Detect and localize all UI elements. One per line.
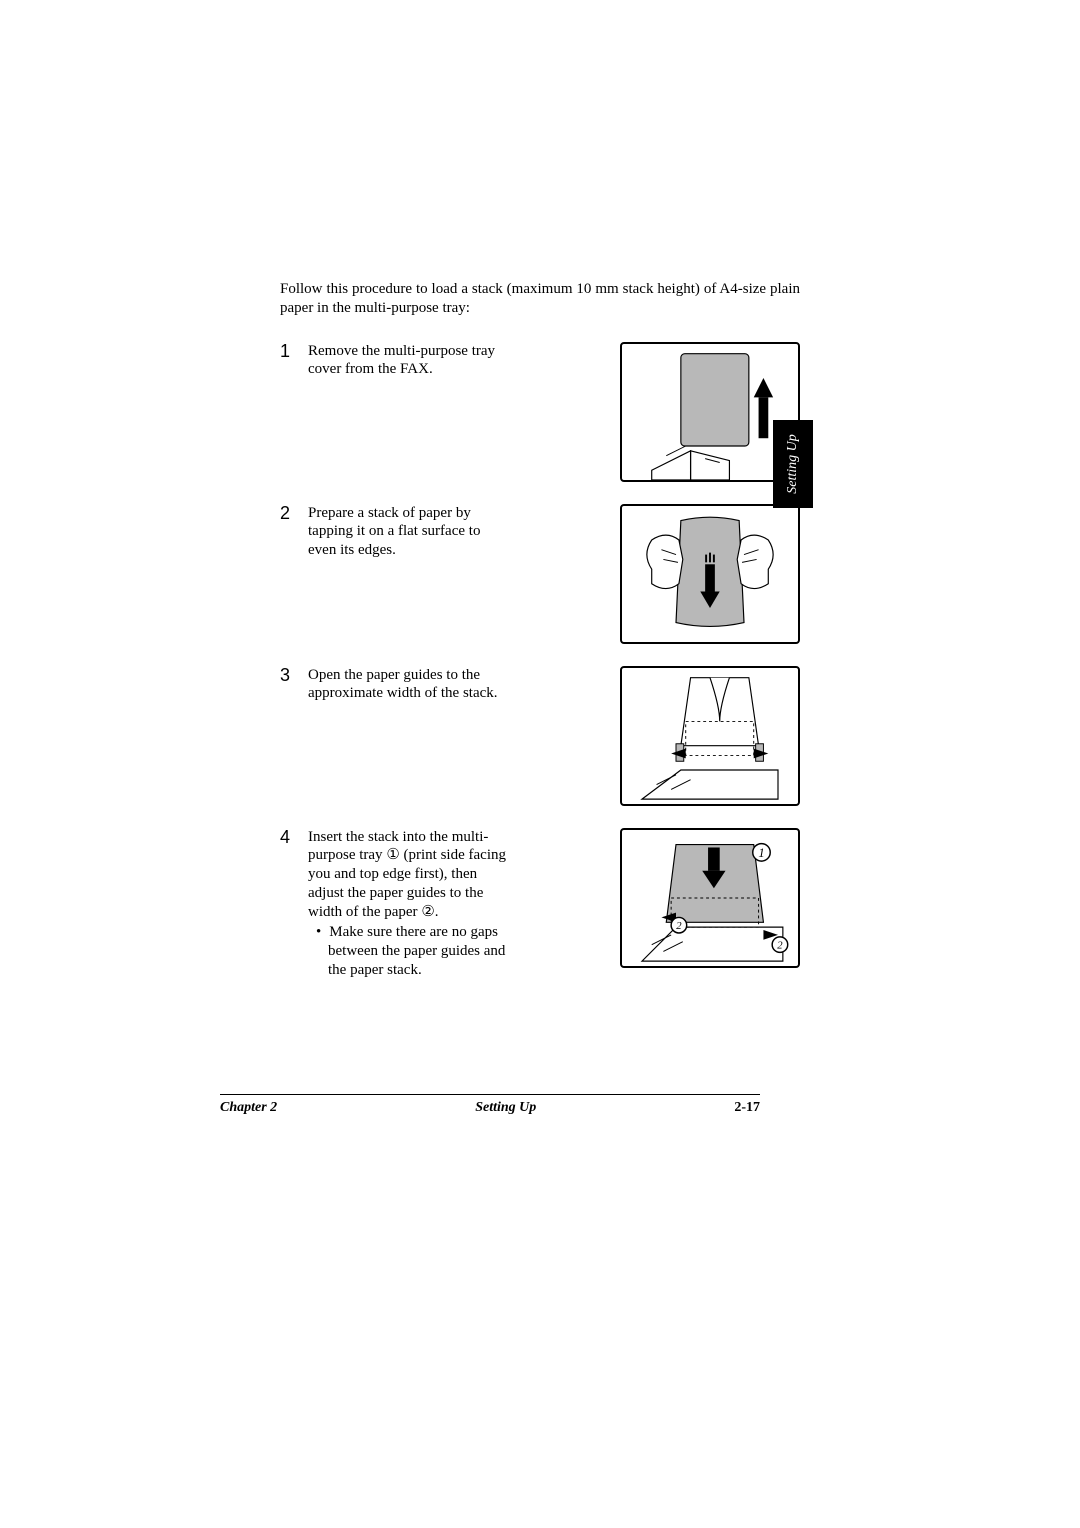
side-tab: Setting Up — [773, 420, 813, 508]
side-tab-label: Setting Up — [785, 434, 801, 494]
intro-paragraph: Follow this procedure to load a stack (m… — [280, 280, 800, 318]
svg-text:1: 1 — [758, 846, 764, 860]
svg-text:2: 2 — [777, 939, 783, 951]
step-2-text: Prepare a stack of paper by tapping it o… — [308, 504, 520, 560]
step-4-number: 4 — [280, 828, 308, 846]
step-3: 3 Open the paper guides to the approxima… — [280, 666, 800, 806]
page-footer: Chapter 2 Setting Up 2-17 — [220, 1100, 760, 1116]
footer-center: Setting Up — [475, 1100, 536, 1116]
step-2-number: 2 — [280, 504, 308, 522]
step-1-text: Remove the multi-purpose tray cover from… — [308, 342, 520, 380]
step-3-text: Open the paper guides to the approximate… — [308, 666, 520, 704]
page-content: Follow this procedure to load a stack (m… — [280, 280, 800, 1002]
step-4: 4 Insert the stack into the multi-purpos… — [280, 828, 800, 980]
step-3-figure — [620, 666, 800, 806]
footer-left: Chapter 2 — [220, 1100, 277, 1116]
footer-page-number: 2-17 — [734, 1100, 760, 1116]
step-4-circ2: ② — [421, 903, 434, 920]
footer-rule — [220, 1094, 760, 1095]
step-2: 2 Prepare a stack of paper by tapping it… — [280, 504, 800, 644]
step-4-text-c: . — [435, 904, 439, 920]
step-4-text: Insert the stack into the multi-purpose … — [308, 828, 520, 980]
step-2-figure — [620, 504, 800, 644]
step-4-figure: 1 2 2 — [620, 828, 800, 968]
step-1: 1 Remove the multi-purpose tray cover fr… — [280, 342, 800, 482]
step-4-circ1: ① — [386, 846, 399, 863]
step-4-bullet: Make sure there are no gaps between the … — [308, 923, 512, 979]
step-3-number: 3 — [280, 666, 308, 684]
step-1-number: 1 — [280, 342, 308, 360]
svg-text:2: 2 — [676, 920, 682, 932]
